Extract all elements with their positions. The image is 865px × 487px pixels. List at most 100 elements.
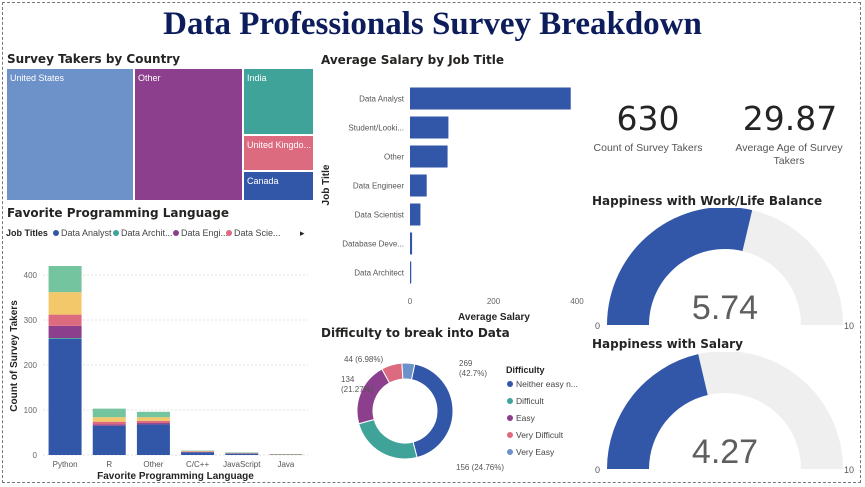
salary-bar [410, 261, 412, 284]
difficulty-donut-chart[interactable]: 269(42.7%) 156 (24.76%) 134(21.27%) 44 (6.9… [318, 342, 588, 482]
bar-segment [92, 421, 126, 425]
gauge-value: 4.27 [692, 433, 758, 471]
donut-slice [410, 363, 454, 459]
x-tick-label: Python [53, 460, 78, 469]
gauge-worklife-title: Happiness with Work/Life Balance [592, 194, 823, 208]
bar-segment [225, 453, 259, 455]
donut-legend-marker [507, 398, 513, 404]
dashboard-title: Data Professionals Survey Breakdown [163, 6, 702, 42]
donut-legend-label: Very Easy [516, 447, 555, 457]
salary-bar [410, 232, 413, 255]
y-tick-label: Data Scientist [355, 211, 405, 220]
x-axis-title: Favorite Programming Language [97, 471, 254, 482]
y-axis-title: Count of Survey Takers [9, 300, 20, 412]
donut-data-label: 156 (24.76%) [456, 463, 504, 472]
bar-segment [136, 423, 170, 425]
y-tick-label: Student/Looki... [348, 124, 404, 133]
donut-data-label: 44 (6.98%) [344, 355, 383, 364]
y-tick-label: Data Architect [354, 269, 405, 278]
treemap-title: Survey Takers by Country [7, 52, 181, 66]
treemap-label: Canada [247, 176, 279, 186]
salary-bar [410, 203, 421, 226]
bar-segment [48, 266, 82, 293]
language-stacked-bar-chart[interactable]: Job Titles Data Analyst Data Archit... Data… [3, 222, 313, 482]
legend-marker [113, 230, 119, 236]
gauge-salary-title: Happiness with Salary [592, 337, 743, 351]
salary-chart-title: Average Salary by Job Title [321, 53, 504, 67]
donut-legend-marker [507, 381, 513, 387]
x-tick-label: 400 [570, 297, 584, 306]
legend-marker [173, 230, 179, 236]
x-tick-label: 200 [487, 297, 501, 306]
x-tick-label: Other [143, 460, 163, 469]
y-tick-label: Data Analyst [359, 95, 405, 104]
bar-segment [181, 452, 215, 455]
y-tick-label: 100 [24, 406, 38, 415]
treemap-tile-canada[interactable]: Canada [243, 171, 314, 201]
legend-marker [226, 230, 232, 236]
bar-segment [48, 338, 82, 339]
bar-segment [92, 408, 126, 418]
treemap-label: United Kingdo... [247, 140, 312, 150]
y-tick-label: 0 [33, 451, 38, 460]
bar-segment [136, 411, 170, 418]
donut-slice [358, 418, 418, 460]
treemap-tile-united-states[interactable]: United States [6, 68, 134, 201]
treemap-label: Other [138, 73, 161, 83]
donut-legend-marker [507, 449, 513, 455]
donut-data-label: (42.7%) [459, 369, 487, 378]
bar-segment [48, 314, 82, 326]
donut-slice [356, 368, 391, 425]
bar-segment [48, 338, 82, 455]
x-tick-label: Java [277, 460, 294, 469]
bar-segment [136, 424, 170, 455]
bar-segment [92, 417, 126, 422]
legend-title: Job Titles [6, 228, 48, 238]
legend-marker [53, 230, 59, 236]
y-tick-label: Other [384, 153, 404, 162]
legend-scroll-arrow: ▸ [300, 228, 305, 238]
donut-data-label: 269 [459, 359, 473, 368]
bar-segment [136, 420, 170, 424]
bar-segment [48, 292, 82, 315]
gauge-value: 5.74 [692, 289, 758, 327]
donut-slice [401, 362, 416, 381]
age-kpi-label: Average Age of Survey Takers [735, 142, 843, 167]
y-tick-label: Data Engineer [353, 182, 404, 191]
treemap-tile-india[interactable]: India [243, 68, 314, 135]
y-axis-title: Job Title [321, 164, 332, 205]
gauge-min-label: 0 [595, 465, 600, 475]
difficulty-chart-title: Difficulty to break into Data [321, 326, 510, 340]
treemap-label: United States [10, 73, 65, 83]
donut-legend-label: Very Difficult [516, 430, 564, 440]
salary-bar-chart[interactable]: Data Analyst Student/Looki... Other Data En… [318, 70, 588, 330]
treemap-tile-other[interactable]: Other [134, 68, 243, 201]
bar-segment [92, 424, 126, 426]
legend-label: Data Engi... [181, 228, 228, 238]
salary-bar [410, 145, 448, 168]
gauge-worklife[interactable]: 5.74 0 10 [592, 208, 858, 334]
gauge-min-label: 0 [595, 321, 600, 331]
salary-bar [410, 116, 449, 139]
gauge-max-label: 10 [844, 465, 854, 475]
legend-label: Data Scie... [234, 228, 281, 238]
x-tick-label: R [106, 460, 112, 469]
donut-data-label: 134 [341, 375, 355, 384]
donut-legend-title: Difficulty [506, 365, 545, 375]
x-axis-title: Average Salary [458, 312, 530, 323]
bar-segment [136, 417, 170, 421]
gauge-fill [607, 208, 753, 325]
bar-segment [92, 425, 126, 455]
gauge-salary[interactable]: 4.27 0 10 [592, 352, 858, 478]
x-tick-label: JavaScript [223, 460, 261, 469]
language-chart-title: Favorite Programming Language [7, 206, 229, 220]
donut-legend-label: Difficult [516, 396, 544, 406]
treemap-tile-united-kingdom[interactable]: United Kingdo... [243, 135, 314, 171]
legend-label: Data Analyst [61, 228, 112, 238]
donut-data-label: (21.27%) [341, 385, 374, 394]
donut-legend-marker [507, 432, 513, 438]
y-tick-label: 200 [24, 361, 38, 370]
donut-legend-label: Neither easy n... [516, 379, 578, 389]
legend-label: Data Archit... [121, 228, 173, 238]
